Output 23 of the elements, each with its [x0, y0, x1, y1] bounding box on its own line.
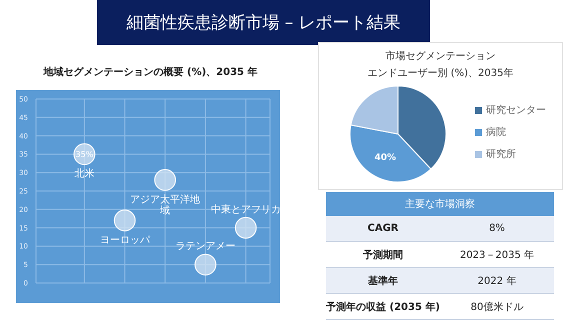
data-label: 35%	[76, 150, 94, 160]
chart-subtitle: エンドユーザー別 (%)、2035年	[366, 67, 514, 80]
text: 80億米ドル	[470, 300, 524, 314]
category-label: ラテンアメー	[175, 241, 236, 252]
category-label: アジア太平洋地域	[130, 194, 200, 216]
chart-title: 市場セグメンテーション	[384, 50, 496, 63]
text: 2023－2035 年	[458, 248, 536, 262]
text: 予測年の収益 (2035 年)	[326, 300, 440, 314]
category-label: 中東とアフリカ	[210, 204, 281, 216]
text: 主要な市場洞察	[326, 192, 554, 216]
legend-label: 研究センター	[486, 105, 546, 116]
legend-label: 研究所	[486, 149, 516, 160]
legend-label: 病院	[486, 127, 506, 138]
text: 予測期間	[362, 248, 404, 262]
category-label: ヨーロッパ	[100, 234, 150, 246]
text: 細菌性疾患診断市場 – レポート結果	[97, 0, 430, 45]
text: 基準年	[367, 274, 399, 288]
text: 8%	[488, 223, 506, 234]
text: 2022 年	[476, 274, 518, 288]
category-label: 北米	[74, 168, 94, 180]
data-label: 40%	[374, 153, 396, 164]
chart-title: 地域セグメンテーションの概要 (%)、2035 年	[42, 66, 258, 80]
text: CAGR	[366, 223, 400, 234]
